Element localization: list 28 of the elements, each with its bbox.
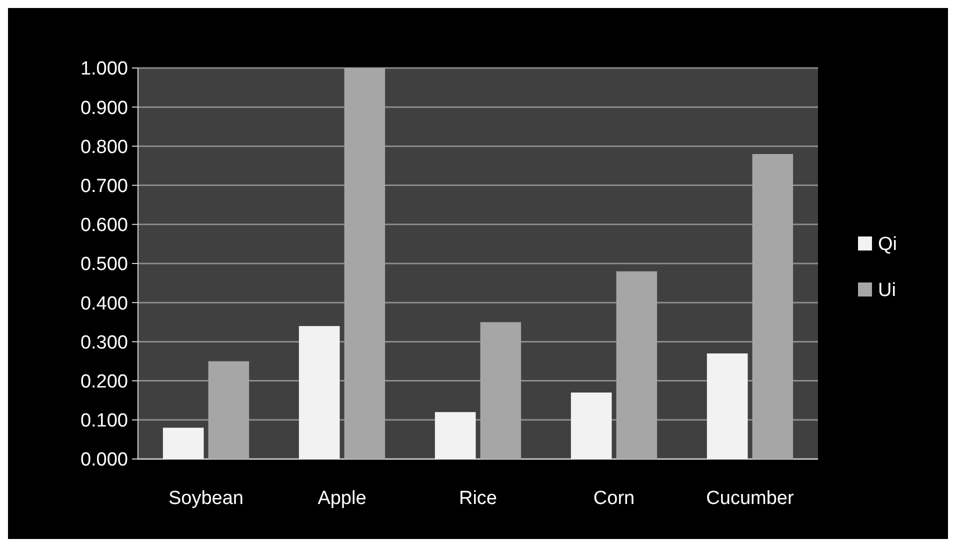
y-tick-label: 0.500 — [80, 254, 128, 276]
legend-label: Qi — [878, 234, 897, 256]
x-tick-label: Cucumber — [706, 488, 794, 509]
bar — [706, 353, 748, 459]
bar — [570, 392, 612, 459]
y-tick-label: 0.900 — [80, 98, 128, 119]
bar — [298, 326, 340, 459]
y-tick-label: 0.400 — [80, 293, 128, 314]
bar — [616, 271, 658, 459]
bar — [480, 322, 522, 459]
y-tick-label: 1.000 — [80, 58, 128, 80]
y-tick-label: 0.800 — [80, 136, 128, 158]
bar — [344, 68, 386, 459]
y-tick-label: 0.100 — [80, 410, 128, 432]
x-tick-label: Rice — [458, 488, 498, 509]
x-tick-label: Apple — [318, 488, 366, 509]
y-tick-label: 0.300 — [80, 332, 128, 354]
bar — [162, 428, 204, 459]
y-tick-label: 0.200 — [80, 371, 128, 392]
y-tick-label: 0.000 — [80, 450, 128, 471]
y-tick-label: 0.700 — [80, 176, 128, 197]
legend-label: Ui — [878, 280, 896, 302]
bar — [434, 412, 476, 459]
y-tick-label: 0.600 — [80, 215, 128, 236]
x-tick-label: Soybean — [168, 488, 244, 509]
bar — [208, 361, 250, 459]
x-tick-label: Corn — [593, 488, 635, 509]
bar — [752, 154, 794, 459]
